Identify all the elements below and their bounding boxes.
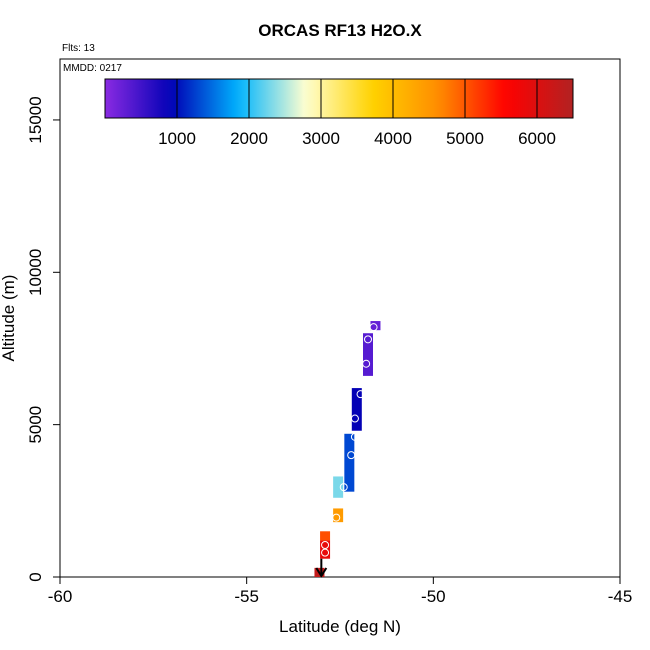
axes: -60 -55 -50 -45 0 5000 10000 15000	[26, 96, 632, 606]
colorbar: 1000 2000 3000 4000 5000 6000	[104, 78, 574, 148]
date-annotation: MMDD: 0217	[63, 63, 122, 74]
x-tick-label: -45	[608, 587, 633, 606]
x-tick-label: -60	[48, 587, 73, 606]
y-tick-label: 15000	[26, 96, 45, 143]
colorbar-tick-label: 3000	[302, 129, 340, 148]
y-axis-label: Altitude (m)	[0, 275, 18, 362]
y-tick-label: 5000	[26, 406, 45, 444]
data-segment	[351, 388, 362, 431]
colorbar-tick-label: 5000	[446, 129, 484, 148]
data-segment	[333, 476, 344, 498]
data-segment	[333, 508, 344, 523]
colorbar-tick-label: 6000	[518, 129, 556, 148]
data-segment	[363, 333, 373, 376]
flights-annotation: Flts: 13	[62, 43, 95, 54]
y-tick-label: 10000	[26, 249, 45, 296]
data-point	[369, 323, 378, 332]
colorbar-tick-label: 4000	[374, 129, 412, 148]
data-layer	[314, 321, 381, 578]
y-tick-label: 0	[26, 572, 45, 581]
data-point	[350, 432, 359, 441]
data-point	[321, 548, 330, 557]
colorbar-tick-label: 1000	[158, 129, 196, 148]
plot-frame	[59, 58, 621, 578]
data-point	[364, 335, 372, 344]
data-segment	[344, 433, 355, 492]
data-point	[339, 483, 348, 492]
data-point	[356, 390, 365, 399]
data-point	[350, 414, 359, 423]
data-point	[321, 541, 330, 550]
data-point	[347, 451, 356, 460]
data-segment	[370, 321, 381, 331]
colorbar-gradient	[104, 78, 574, 119]
colorbar-tick-label: 2000	[230, 129, 268, 148]
end-arrow-head	[315, 567, 328, 578]
data-point	[362, 359, 371, 368]
x-tick-label: -55	[234, 587, 259, 606]
x-tick-label: -50	[421, 587, 446, 606]
x-axis-label: Latitude (deg N)	[279, 617, 401, 636]
data-point	[332, 513, 341, 522]
data-segment	[320, 531, 331, 541]
chart-title: ORCAS RF13 H2O.X	[258, 21, 422, 40]
